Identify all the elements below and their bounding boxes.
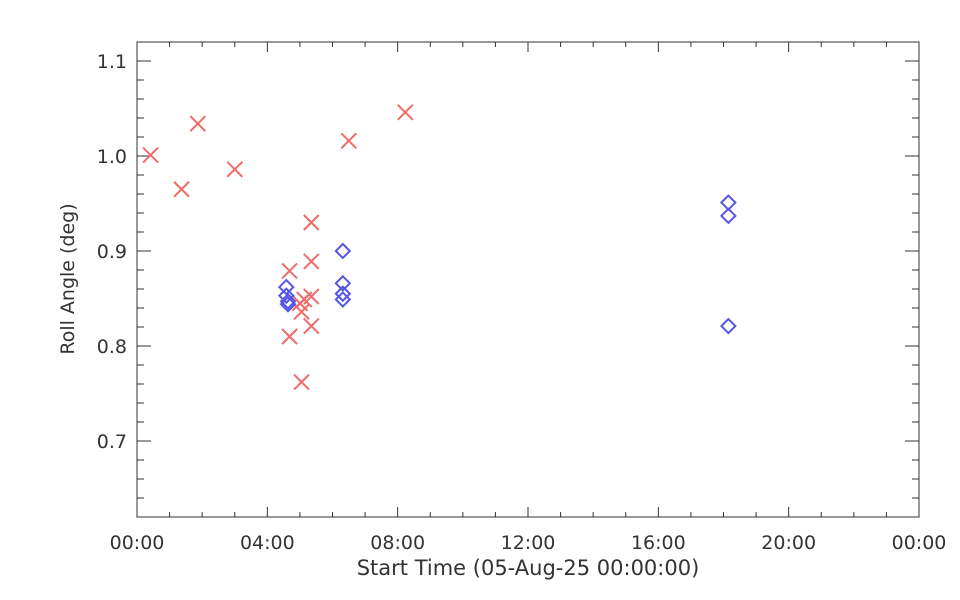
y-tick-label: 0.9 (97, 241, 127, 263)
diamond-marker (719, 207, 737, 225)
x-marker (173, 181, 190, 198)
diamond-marker (279, 292, 297, 310)
x-axis-label: Start Time (05-Aug-25 00:00:00) (357, 556, 700, 580)
diamond-marker (334, 274, 352, 292)
x-marker (281, 262, 298, 280)
x-marker (340, 132, 357, 150)
y-tick-label: 0.8 (97, 336, 127, 358)
y-axis-label: Roll Angle (deg) (57, 203, 79, 354)
x-marker (303, 253, 320, 270)
diamond-marker (334, 291, 352, 308)
x-marker (397, 104, 414, 121)
x-marker (226, 161, 243, 178)
x-tick-label: 00:00 (892, 532, 947, 554)
x-marker (303, 288, 320, 305)
x-tick-label: 16:00 (631, 532, 686, 554)
x-marker (293, 303, 310, 321)
x-marker (303, 317, 320, 335)
diamond-marker (334, 242, 352, 260)
axis-tick-labels: 00:00 04:00 08:00 12:00 16:00 20:00 00:00 0.7 0.… (97, 51, 947, 554)
x-tick-label: 12:00 (501, 532, 556, 554)
y-tick-label: 1.0 (97, 146, 127, 168)
diamond-marker (719, 317, 737, 335)
x-tick-label: 20:00 (761, 532, 816, 554)
x-tick-label: 08:00 (370, 532, 425, 554)
axis-ticks (136, 41, 920, 518)
y-tick-label: 1.1 (97, 51, 127, 73)
x-marker (293, 373, 310, 391)
x-marker (142, 146, 159, 164)
data-markers (142, 104, 737, 391)
diamond-marker (277, 287, 295, 305)
diamond-marker (334, 285, 352, 303)
x-tick-label: 04:00 (240, 532, 295, 554)
x-marker (189, 115, 207, 132)
x-marker (303, 214, 320, 231)
diamond-marker (279, 295, 297, 313)
x-marker (281, 328, 298, 345)
plot-frame (136, 41, 920, 518)
y-tick-label: 0.7 (97, 431, 127, 453)
x-tick-label: 00:00 (110, 532, 165, 554)
diamond-marker (277, 278, 295, 296)
